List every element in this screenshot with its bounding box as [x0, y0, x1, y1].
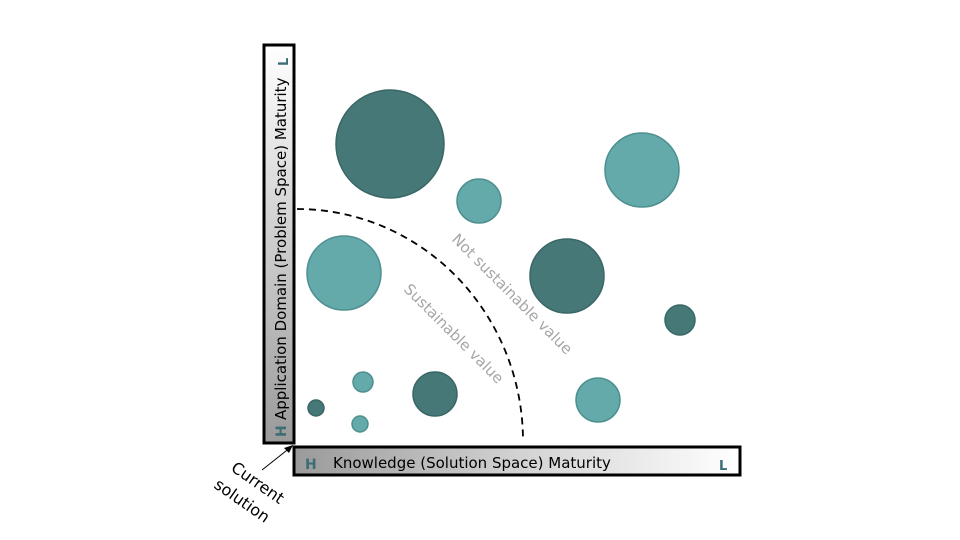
bubble-bottom-right-light: [575, 377, 621, 423]
bubble-top-right-light: [604, 132, 680, 208]
bubble-mid-dark: [529, 238, 605, 314]
bubble-right-small-dark: [664, 304, 696, 336]
x-axis-bar: [292, 445, 742, 477]
x-axis-low-label: L: [719, 459, 727, 474]
y-axis: Application Domain (Problem Space) Matur…: [262, 43, 296, 445]
bubble-bottom-mid-dark: [412, 371, 458, 417]
y-axis-high-label: H: [274, 425, 290, 437]
sustainability-boundary: [296, 208, 524, 442]
bubble-small-light-center: [456, 178, 502, 224]
bubble-left-light: [306, 235, 382, 311]
bubble-tiny-dark: [307, 399, 325, 417]
y-axis-title: Application Domain (Problem Space) Matur…: [272, 77, 290, 420]
x-axis-title: Knowledge (Solution Space) Maturity: [333, 454, 611, 472]
origin-arrow-line: [261, 446, 292, 471]
x-axis: H Knowledge (Solution Space) Maturity L: [292, 445, 742, 477]
bubble-tiny-light-lower: [351, 415, 369, 433]
region-label-inside: Sustainable value: [400, 280, 507, 387]
bubble-large-dark: [335, 89, 445, 199]
bubbles: [306, 89, 696, 433]
x-axis-high-label: H: [305, 457, 317, 473]
y-axis-low-label: L: [277, 58, 292, 66]
origin-annotation: Current solution: [211, 445, 293, 527]
bubble-tiny-light-upper: [352, 371, 374, 393]
y-axis-bar: [262, 43, 296, 445]
origin-arrow-head: [284, 445, 293, 453]
